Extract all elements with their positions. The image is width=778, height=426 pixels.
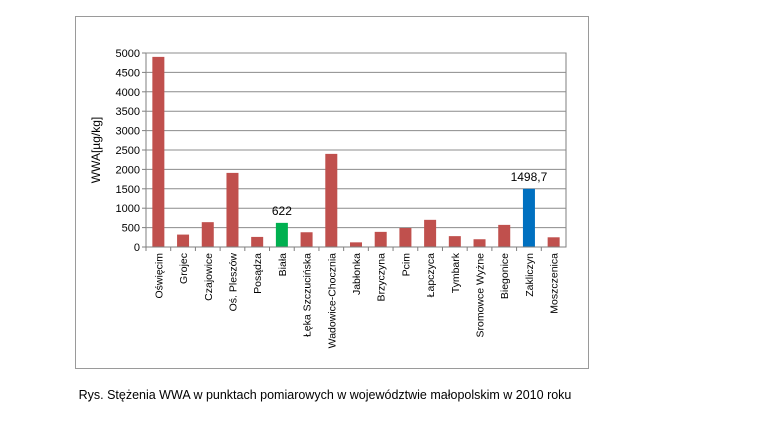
y-tick-label: 3500	[116, 106, 140, 118]
x-tick-label: Tymbark	[450, 252, 462, 293]
x-tick-label: Oś. Pleszów	[227, 253, 239, 312]
y-tick-label: 1500	[116, 184, 140, 196]
x-tick-label: Zakliczyn	[524, 253, 536, 297]
bar	[522, 188, 535, 247]
bar	[424, 219, 437, 247]
bar	[201, 222, 214, 247]
x-tick-label: Pcim	[400, 253, 412, 277]
bar	[498, 224, 511, 247]
y-tick-label: 2000	[116, 164, 140, 176]
y-tick-label: 500	[122, 223, 140, 235]
bar	[152, 56, 165, 247]
x-tick-label: Moszczenica	[549, 253, 561, 314]
x-tick-label: Wadowice-Chocznia	[326, 253, 338, 348]
x-tick-label: Jabłonka	[351, 253, 363, 295]
bar	[374, 231, 387, 247]
x-tick-label: Oświęcim	[153, 253, 165, 299]
bar	[177, 234, 190, 247]
x-tick-label: Sromowce Wyżne	[475, 253, 487, 338]
x-tick-label: Posądza	[252, 253, 264, 294]
bar	[226, 172, 239, 247]
bar	[275, 222, 288, 247]
bar	[300, 232, 313, 247]
y-tick-label: 0	[134, 242, 140, 254]
x-tick-label: Łęka Szczucińska	[302, 253, 314, 337]
x-tick-label: Czajowice	[203, 253, 215, 301]
bar	[448, 236, 461, 247]
x-tick-label: Łapczyca	[425, 253, 437, 298]
y-tick-label: 3000	[116, 126, 140, 138]
bar	[325, 153, 338, 247]
data-label: 622	[272, 204, 292, 218]
y-tick-label: 1000	[116, 203, 140, 215]
x-tick-label: Grojec	[178, 253, 190, 284]
x-tick-label: Biała	[277, 253, 289, 277]
y-tick-label: 5000	[116, 48, 140, 60]
x-tick-label: Biegonice	[499, 253, 511, 299]
figure-caption: Rys. Stężenia WWA w punktach pomiarowych…	[78, 388, 572, 402]
data-label: 1498,7	[511, 170, 548, 184]
y-tick-label: 4000	[116, 87, 140, 99]
y-axis-label: WWA[µg/kg]	[89, 117, 103, 183]
y-tick-label: 2500	[116, 145, 140, 157]
bar	[473, 239, 486, 247]
y-tick-label: 4500	[116, 67, 140, 79]
bar	[251, 236, 264, 247]
x-tick-label: Brzyczyna	[376, 253, 388, 302]
bar	[547, 237, 560, 247]
bar	[350, 242, 362, 247]
bar	[399, 227, 412, 247]
